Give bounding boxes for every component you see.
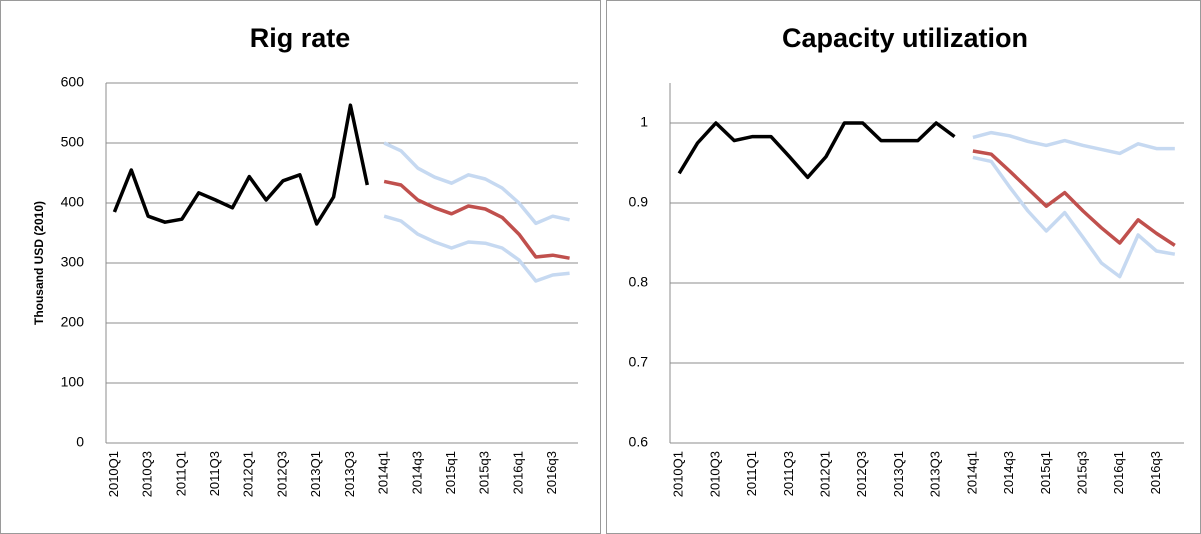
y-tick-label: 600	[61, 74, 85, 90]
x-tick-label: 2016q1	[510, 451, 525, 494]
series-line	[972, 149, 1176, 247]
x-tick-label: 2012Q1	[817, 451, 832, 497]
series-line	[677, 121, 956, 180]
series-line	[383, 141, 570, 226]
x-tick-label: 2014q1	[376, 451, 391, 494]
x-tick-label: 2012Q3	[854, 451, 869, 497]
y-tick-label: 0.6	[629, 434, 649, 450]
x-tick-label: 2011Q1	[744, 451, 759, 496]
x-tick-label: 2011Q1	[173, 451, 188, 496]
x-tick-label: 2016q1	[1111, 451, 1126, 494]
x-tick-label: 2014q3	[1001, 451, 1016, 494]
x-tick-label: 2016q3	[1148, 451, 1163, 494]
x-tick-label: 2015q3	[477, 451, 492, 494]
x-tick-label: 2014q1	[964, 451, 979, 494]
y-tick-label: 200	[61, 314, 85, 330]
y-tick-label: 0.7	[629, 354, 649, 370]
y-tick-label: 300	[61, 254, 85, 270]
y-tick-label: 400	[61, 194, 85, 210]
y-tick-label: 0.9	[629, 194, 649, 210]
x-tick-label: 2013Q1	[308, 451, 323, 497]
x-tick-label: 2010Q3	[707, 451, 722, 497]
x-tick-label: 2011Q3	[207, 451, 222, 496]
x-tick-label: 2016q3	[544, 451, 559, 494]
x-tick-label: 2015q1	[443, 451, 458, 494]
series-line	[972, 130, 1175, 156]
y-tick-label: 500	[61, 134, 85, 150]
y-tick-label: 0	[76, 434, 84, 450]
chart-title: Capacity utilization	[782, 23, 1028, 53]
x-tick-label: 2012Q3	[274, 451, 289, 497]
y-tick-label: 1	[640, 114, 648, 130]
x-tick-label: 2010Q3	[140, 451, 155, 497]
x-tick-label: 2012Q1	[241, 451, 256, 497]
x-tick-label: 2010Q1	[106, 451, 121, 497]
x-tick-label: 2014q3	[409, 451, 424, 494]
y-axis-label: Thousand USD (2010)	[32, 201, 46, 325]
y-tick-label: 0.8	[629, 274, 649, 290]
x-tick-label: 2013Q1	[891, 451, 906, 497]
x-tick-label: 2013Q3	[928, 451, 943, 497]
series-line	[383, 214, 570, 283]
x-tick-label: 2010Q1	[671, 451, 686, 497]
series-line	[383, 179, 570, 260]
chart-title: Rig rate	[250, 23, 351, 53]
x-tick-label: 2015q1	[1038, 451, 1053, 494]
x-tick-label: 2013Q3	[342, 451, 357, 497]
x-tick-label: 2015q3	[1074, 451, 1089, 494]
series-line	[112, 103, 369, 226]
series-line	[972, 155, 1176, 279]
x-tick-label: 2011Q3	[781, 451, 796, 496]
y-tick-label: 100	[61, 374, 85, 390]
